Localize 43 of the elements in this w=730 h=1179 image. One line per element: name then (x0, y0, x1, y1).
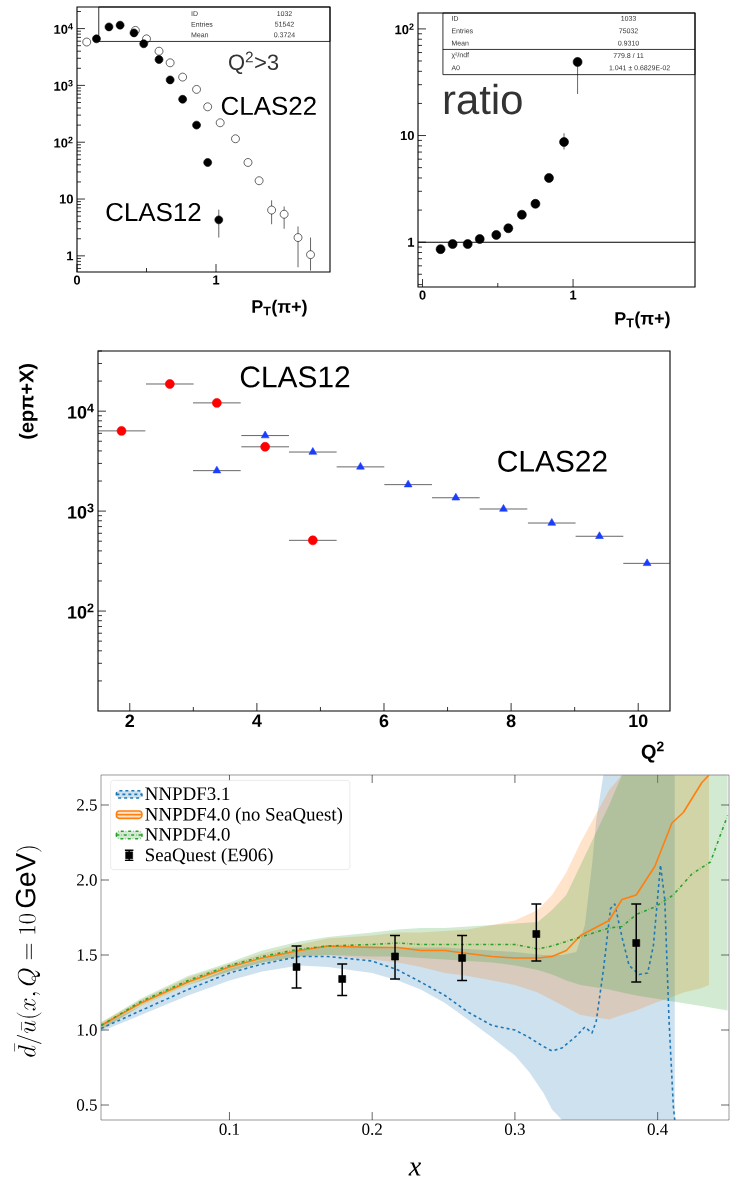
x-tick-label: 6 (379, 714, 389, 728)
x-tick-label: 4 (252, 714, 262, 727)
y-tick-label: 10$^{2}$ (54, 136, 73, 148)
legend-label: CLAS12 (106, 202, 201, 222)
x-tick-label: 0.2 (362, 1123, 382, 1136)
x-tick-label: 2 (125, 714, 135, 728)
legend-label: SeaQuest (E906) (145, 848, 273, 866)
y-tick-label: 2.5 (77, 799, 97, 811)
x-tick-label: 0.1 (219, 1123, 240, 1136)
y-tick-label: 10 (400, 130, 414, 141)
x-tick-label: 0 (419, 290, 426, 300)
x-tick-label: 10 (629, 714, 648, 728)
y-tick-label: 1 (408, 237, 415, 247)
x-tick-label: 0 (73, 275, 81, 285)
x-axis-title: x (408, 1162, 421, 1176)
annotation: ratio (444, 83, 522, 115)
y-tick-label: 10$^{3}$ (54, 80, 73, 91)
legend-label: NNPDF4.0 (no SeaQuest) (145, 807, 343, 825)
y-tick-label: 0.5 (76, 1099, 97, 1111)
y-tick-label: 10$^{3}$ (68, 503, 94, 519)
y-tick-label: 10 (59, 194, 73, 204)
legend-label: NNPDF4.0 (145, 827, 230, 841)
x-tick-label: 0.4 (647, 1123, 668, 1136)
y-tick-label: 10$^{4}$ (54, 23, 73, 34)
y-tick-label: 1.0 (77, 1024, 97, 1036)
y-tick-label: 2.0 (77, 874, 97, 886)
series-label: CLAS22 (221, 96, 316, 116)
annotation: Q$^{2}$>3 (229, 51, 279, 74)
x-axis-title: P$_{T}$(π+) (615, 311, 670, 329)
series-label: CLAS12 (240, 366, 350, 388)
x-tick-label: 0.3 (504, 1123, 525, 1136)
y-axis-title: (epπ+X) (18, 364, 38, 439)
y-axis-title: $\bar{d}/\bar{u}(x, Q = 10\,\mathrm{GeV})$ (14, 846, 42, 1057)
y-tick-label: 1 (67, 251, 74, 261)
y-tick-label: 10$^{2}$ (395, 23, 414, 35)
x-axis-title: P$_{T}$(π+) (252, 299, 307, 317)
x-tick-label: 8 (506, 714, 516, 728)
y-tick-label: 10$^{4}$ (68, 403, 94, 419)
y-tick-label: 10$^{2}$ (68, 603, 94, 619)
series-label: CLAS22 (498, 450, 607, 472)
y-tick-label: 1.5 (77, 949, 97, 961)
legend-label: NNPDF3.1 (145, 787, 230, 801)
x-axis-title: Q$^{2}$ (641, 741, 664, 763)
